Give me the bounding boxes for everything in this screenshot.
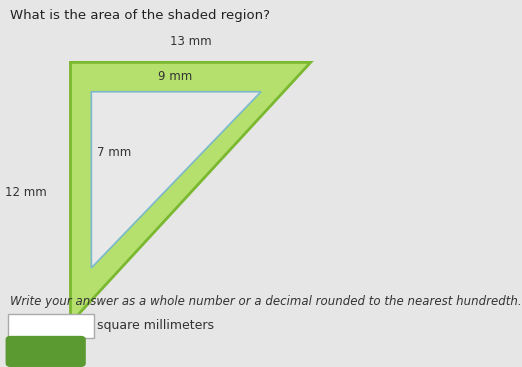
Text: 9 mm: 9 mm bbox=[158, 70, 192, 83]
Text: What is the area of the shaded region?: What is the area of the shaded region? bbox=[10, 9, 270, 22]
Text: 13 mm: 13 mm bbox=[170, 35, 211, 48]
Text: 7 mm: 7 mm bbox=[97, 146, 131, 159]
FancyBboxPatch shape bbox=[6, 337, 85, 366]
Text: square millimeters: square millimeters bbox=[97, 319, 213, 332]
Polygon shape bbox=[91, 92, 261, 268]
Text: Submit: Submit bbox=[23, 345, 68, 358]
Text: Write your answer as a whole number or a decimal rounded to the nearest hundredt: Write your answer as a whole number or a… bbox=[10, 295, 522, 308]
FancyBboxPatch shape bbox=[8, 314, 94, 338]
Text: 12 mm: 12 mm bbox=[5, 186, 47, 199]
Polygon shape bbox=[70, 62, 311, 323]
